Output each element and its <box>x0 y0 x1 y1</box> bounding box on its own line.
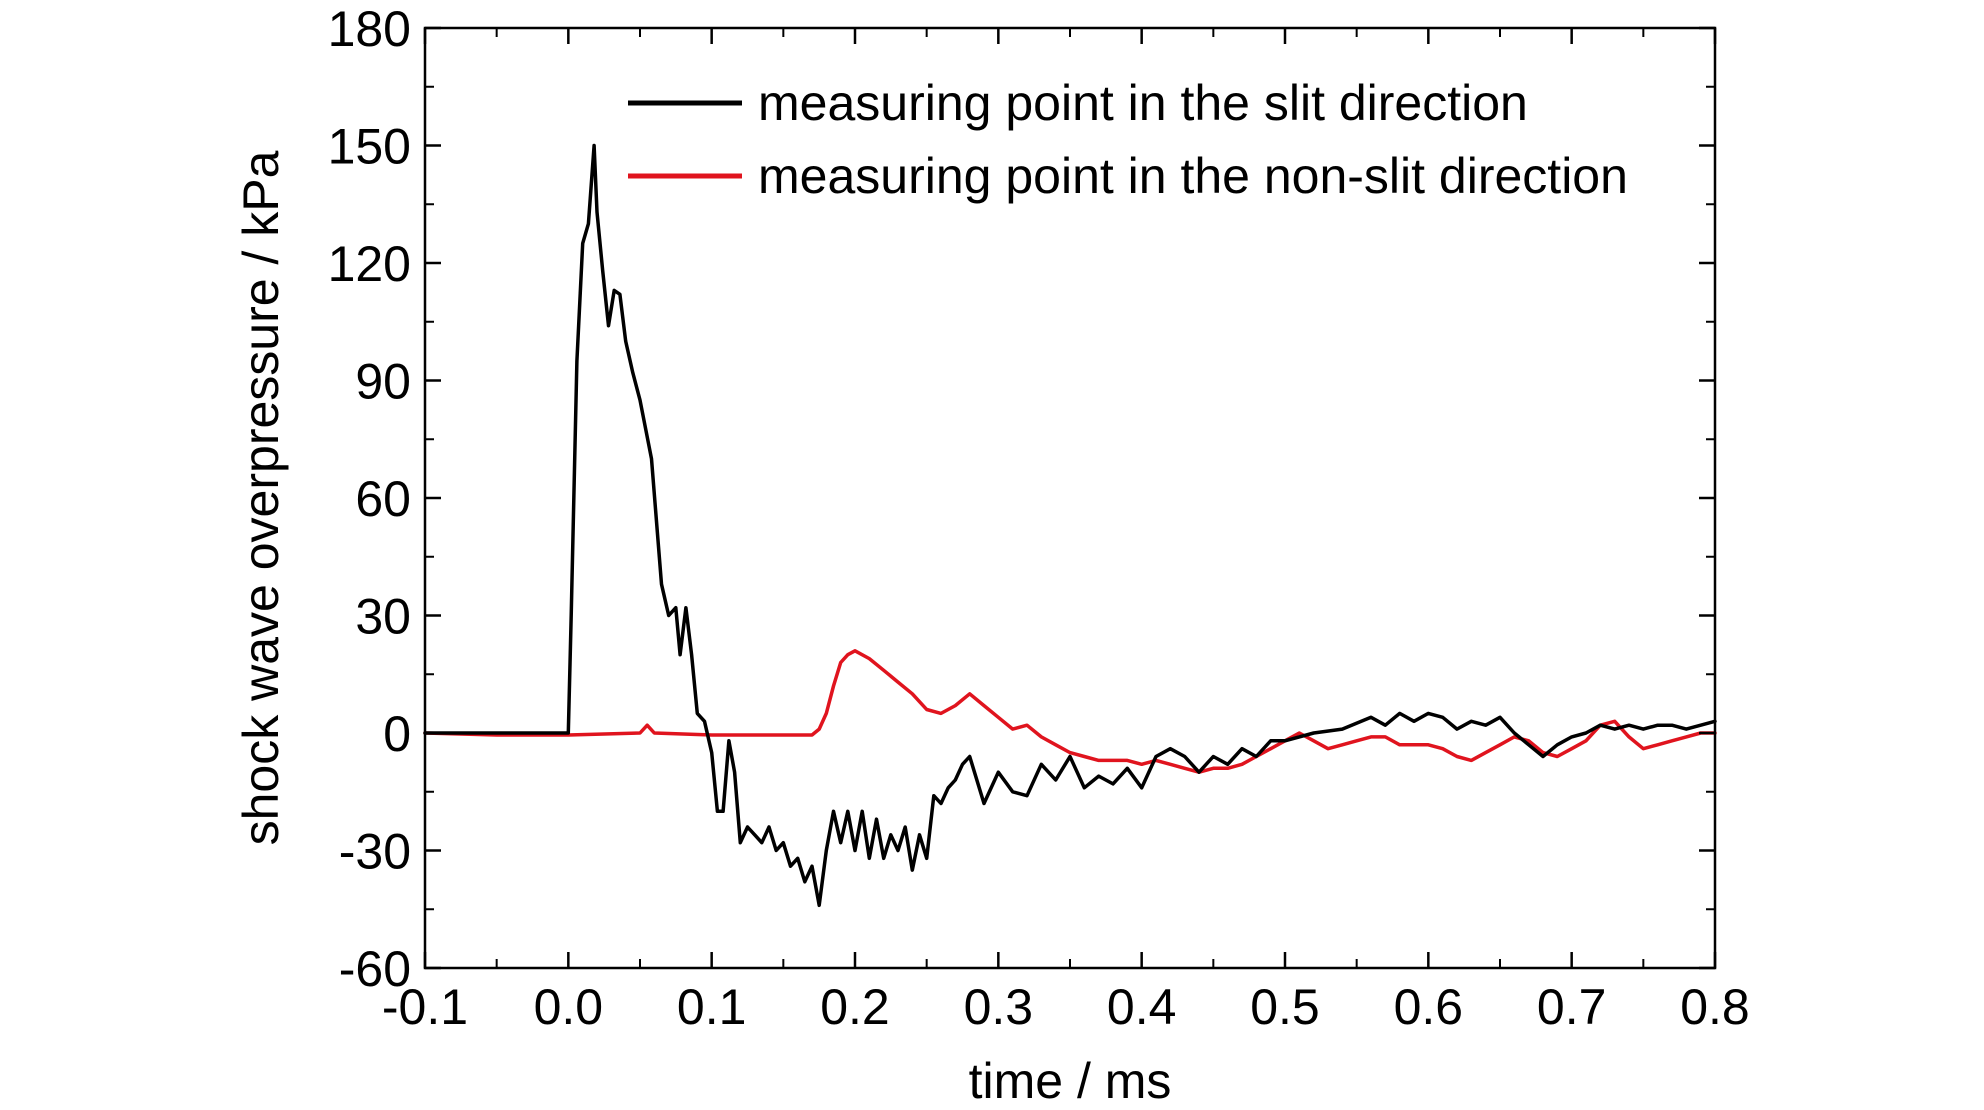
y-tick-label: 0 <box>383 706 411 762</box>
y-tick-label: 180 <box>328 1 411 57</box>
x-tick-label: 0.1 <box>677 979 747 1035</box>
y-tick-label: -60 <box>339 941 411 997</box>
legend: measuring point in the slit direction me… <box>628 75 1628 204</box>
x-tick-label: 0.0 <box>534 979 604 1035</box>
x-tick-label: 0.6 <box>1394 979 1464 1035</box>
y-tick-label: 120 <box>328 236 411 292</box>
x-axis-title: time / ms <box>969 1053 1172 1109</box>
series-line-non-slit <box>423 649 1717 774</box>
y-tick-label: 30 <box>355 589 411 645</box>
y-tick-label: 90 <box>355 354 411 410</box>
x-tick-label: -0.1 <box>382 979 468 1035</box>
x-axis: -0.1 0.0 0.1 0.2 0.3 0.4 0.5 0.6 0.7 0.8 <box>382 28 1750 1035</box>
x-tick-label: 0.5 <box>1250 979 1320 1035</box>
plot-area <box>423 143 1717 908</box>
y-tick-label: 60 <box>355 471 411 527</box>
y-tick-label: 150 <box>328 119 411 175</box>
y-axis: -60 -30 0 30 60 90 120 150 180 <box>328 1 1715 997</box>
x-tick-label: 0.3 <box>964 979 1034 1035</box>
x-tick-label: 0.7 <box>1537 979 1607 1035</box>
x-tick-label: 0.2 <box>820 979 890 1035</box>
x-tick-label: 0.8 <box>1680 979 1750 1035</box>
legend-label-slit: measuring point in the slit direction <box>758 75 1528 131</box>
y-axis-title: shock wave overpressure / kPa <box>233 150 289 845</box>
y-tick-label: -30 <box>339 824 411 880</box>
x-tick-label: 0.4 <box>1107 979 1177 1035</box>
series-line-slit <box>423 143 1717 908</box>
legend-label-non-slit: measuring point in the non-slit directio… <box>758 148 1628 204</box>
